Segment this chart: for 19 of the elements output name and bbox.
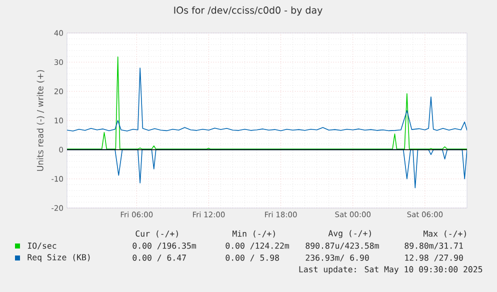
text: 0.00 / 5.98 bbox=[226, 254, 279, 262]
text: 12.98 /27.90 bbox=[405, 254, 463, 262]
legend-label: Req Size (KB) bbox=[28, 254, 90, 262]
legend-label: IO/sec bbox=[28, 242, 56, 250]
chart-title: IOs for /dev/cciss/c0d0 - by day bbox=[174, 6, 322, 16]
text: 0.00 /124.22m bbox=[226, 242, 289, 250]
text: Min (-/+) bbox=[232, 230, 275, 238]
text: Last update: Sat May 10 09:30:00 2025 bbox=[299, 266, 482, 274]
text: Avg (-/+) bbox=[328, 230, 371, 238]
text: 0.00 /196.35m bbox=[132, 242, 196, 250]
line-series bbox=[67, 68, 468, 132]
text: 89.80m/31.71 bbox=[404, 242, 463, 250]
text: Cur (-/+) bbox=[136, 230, 178, 238]
text: 890.87u/423.58m bbox=[306, 242, 379, 250]
y-axis-title: Units read (-) / write (+) bbox=[36, 70, 44, 171]
line-series bbox=[67, 56, 468, 150]
text: Max (-/+) bbox=[424, 230, 466, 238]
text: 0.00 / 6.47 bbox=[132, 254, 186, 262]
text: 236.93m/ 6.90 bbox=[306, 254, 369, 262]
